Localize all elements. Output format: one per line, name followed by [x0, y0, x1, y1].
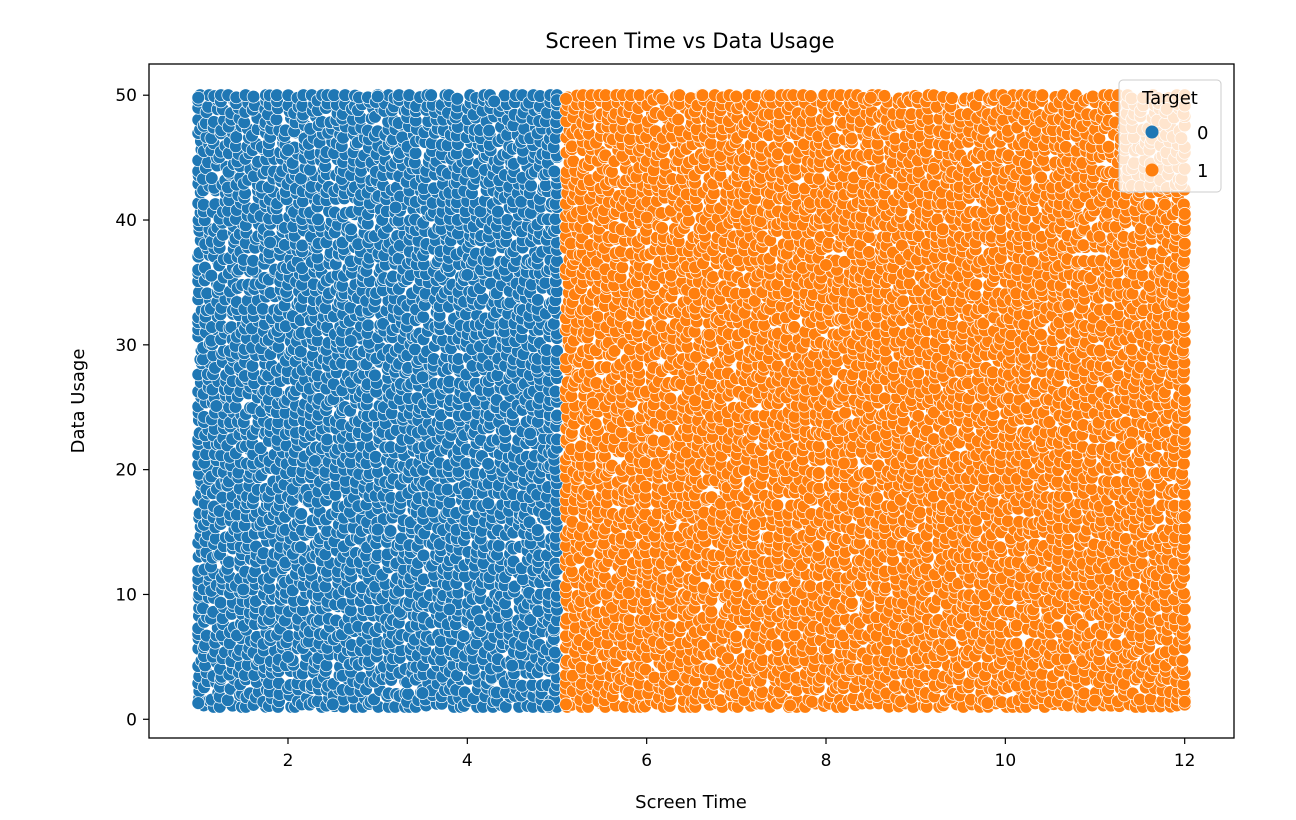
data-point-series-0 — [281, 650, 295, 664]
data-point-series-1 — [687, 286, 702, 301]
data-point-series-0 — [487, 94, 501, 109]
data-point-series-0 — [492, 538, 506, 553]
data-point-series-0 — [294, 507, 308, 521]
data-point-series-0 — [531, 293, 545, 307]
data-point-series-0 — [415, 686, 430, 700]
data-point-series-0 — [221, 693, 235, 707]
data-point-series-0 — [344, 222, 358, 237]
data-point-series-0 — [388, 200, 403, 215]
data-point-series-1 — [655, 91, 670, 106]
data-point-series-0 — [368, 450, 383, 464]
data-point-series-0 — [460, 486, 475, 501]
data-point-series-1 — [657, 434, 671, 448]
data-point-series-0 — [222, 555, 236, 569]
data-point-series-0 — [269, 112, 284, 127]
data-point-series-0 — [216, 228, 230, 242]
data-point-series-0 — [541, 698, 555, 713]
data-point-series-1 — [638, 479, 653, 494]
data-point-series-0 — [311, 212, 325, 227]
data-point-series-1 — [655, 221, 669, 235]
data-point-series-1 — [704, 604, 719, 619]
data-point-series-0 — [368, 368, 382, 383]
data-point-series-0 — [213, 595, 228, 610]
data-point-series-0 — [415, 370, 430, 385]
data-point-series-0 — [191, 90, 206, 105]
data-point-series-0 — [281, 143, 295, 157]
data-point-series-0 — [481, 457, 495, 471]
data-point-series-0 — [209, 399, 224, 413]
data-point-series-0 — [344, 334, 358, 348]
data-point-series-1 — [588, 417, 603, 431]
data-point-series-1 — [704, 136, 718, 151]
data-point-series-0 — [482, 123, 496, 138]
data-point-series-0 — [370, 522, 385, 537]
data-point-series-1 — [615, 260, 630, 275]
data-point-series-0 — [408, 146, 423, 160]
data-point-series-0 — [303, 561, 317, 576]
data-point-series-0 — [246, 89, 261, 104]
data-point-series-1 — [623, 132, 637, 146]
data-point-series-1 — [663, 391, 678, 406]
data-point-series-0 — [370, 89, 385, 104]
data-point-series-1 — [721, 651, 735, 665]
data-point-series-0 — [416, 548, 431, 563]
data-point-series-0 — [383, 524, 398, 538]
data-point-series-0 — [440, 482, 455, 497]
data-point-series-0 — [320, 432, 334, 447]
data-point-series-1 — [695, 88, 710, 102]
data-point-series-0 — [505, 658, 519, 673]
data-point-series-0 — [523, 426, 537, 441]
data-point-series-0 — [246, 254, 260, 268]
data-point-series-0 — [547, 164, 562, 179]
data-point-series-0 — [460, 268, 475, 282]
data-point-series-0 — [416, 310, 430, 324]
data-point-series-0 — [524, 178, 538, 193]
points-layer — [191, 88, 1192, 714]
data-point-series-0 — [293, 540, 308, 554]
data-point-series-0 — [450, 92, 465, 106]
data-point-series-0 — [442, 602, 457, 617]
data-point-series-0 — [204, 171, 219, 185]
data-point-series-1 — [590, 310, 605, 324]
data-point-series-0 — [424, 88, 438, 102]
data-point-series-0 — [270, 88, 284, 102]
data-point-series-1 — [631, 286, 645, 300]
data-point-series-0 — [263, 235, 277, 250]
data-point-series-1 — [704, 662, 718, 677]
data-point-series-1 — [671, 112, 685, 127]
data-point-series-0 — [530, 523, 545, 537]
data-point-series-0 — [442, 495, 457, 509]
chart-title: Screen Time vs Data Usage — [545, 29, 834, 53]
data-point-series-0 — [326, 697, 340, 712]
data-point-series-0 — [361, 318, 375, 333]
data-point-series-0 — [473, 613, 487, 628]
data-point-series-0 — [456, 629, 471, 643]
data-point-series-0 — [308, 454, 322, 468]
data-point-series-0 — [191, 696, 206, 710]
data-point-series-0 — [236, 582, 250, 597]
data-point-series-1 — [672, 88, 687, 102]
